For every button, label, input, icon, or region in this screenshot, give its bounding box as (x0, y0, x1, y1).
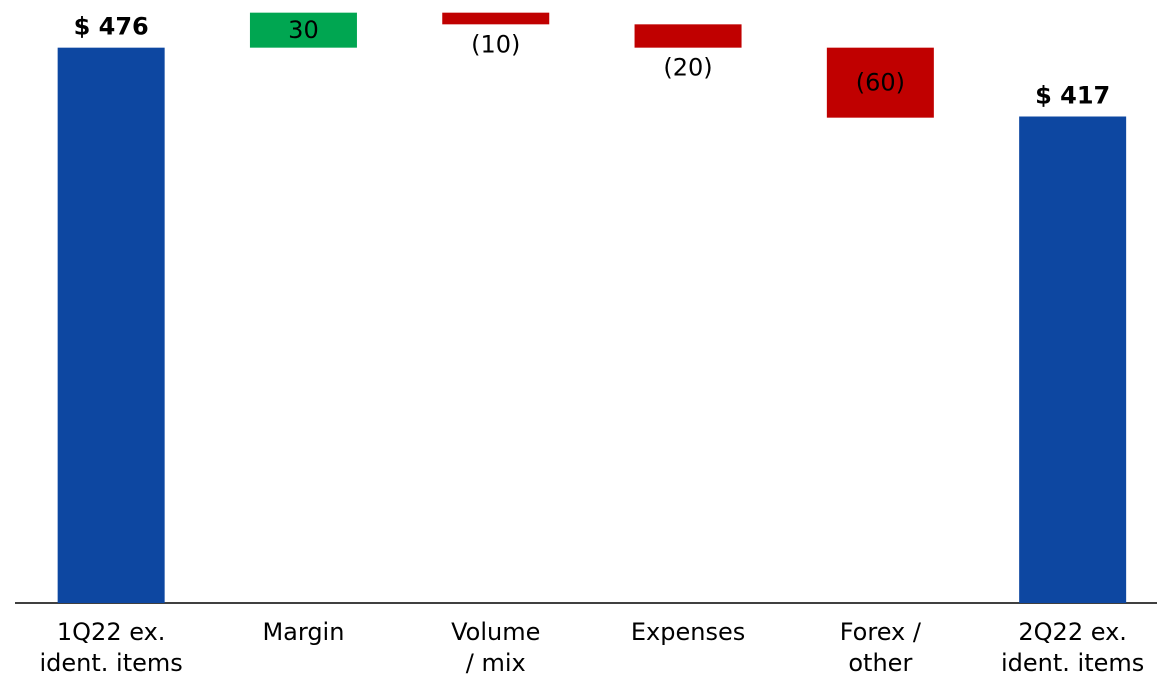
value-label: (10) (471, 30, 520, 58)
value-label: $ 476 (74, 13, 149, 41)
x-tick-label-line: Expenses (631, 618, 745, 646)
x-tick-label: 2Q22 ex. ident. items (1001, 618, 1144, 677)
value-label: $ 417 (1035, 82, 1110, 110)
x-tick-label: Volume / mix (451, 618, 540, 677)
value-label: 30 (288, 16, 319, 44)
bar (442, 12, 550, 25)
bar (249, 12, 357, 48)
value-label: (60) (856, 69, 905, 97)
x-tick-label-line: other (848, 649, 912, 677)
x-tick-label-line: Forex / (840, 618, 922, 646)
x-tick-label-line: 2Q22 ex. (1018, 618, 1127, 646)
bar (826, 47, 934, 118)
x-tick-label-line: ident. items (40, 649, 183, 677)
x-tick-label: Forex / other (840, 618, 922, 677)
bar (634, 24, 742, 48)
x-tick-label-line: Volume (451, 618, 540, 646)
x-tick-label-line: Margin (262, 618, 344, 646)
x-tick-label-line: 1Q22 ex. (57, 618, 166, 646)
x-tick-label-line: ident. items (1001, 649, 1144, 677)
bar (57, 47, 165, 603)
x-tick-label: Margin (262, 618, 344, 646)
x-tick-label: Expenses (631, 618, 745, 646)
x-tick-label-line: / mix (466, 649, 526, 677)
value-label: (20) (663, 54, 712, 82)
bar (1019, 116, 1127, 603)
x-tick-label: 1Q22 ex. ident. items (40, 618, 183, 677)
